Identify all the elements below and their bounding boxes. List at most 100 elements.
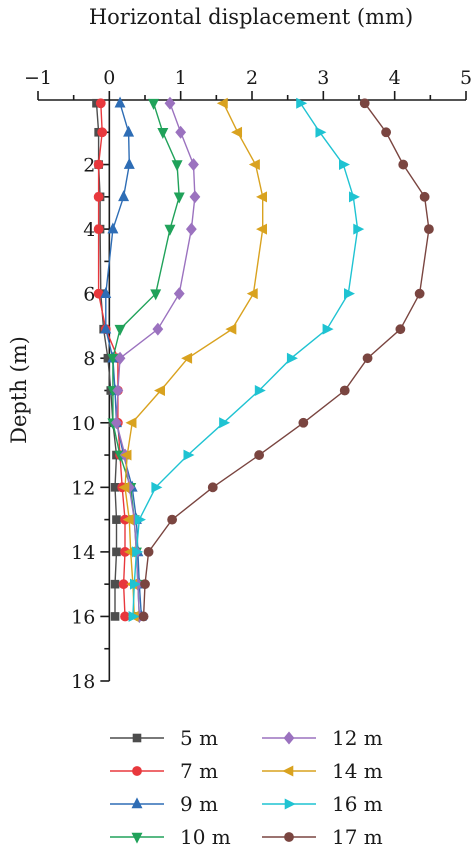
data-point bbox=[130, 578, 141, 590]
series-line bbox=[95, 103, 118, 617]
legend-item: 5 m bbox=[110, 726, 218, 750]
y-tick-label: 14 bbox=[71, 542, 95, 564]
data-point bbox=[339, 385, 350, 396]
data-point bbox=[110, 612, 120, 621]
data-point bbox=[111, 416, 122, 430]
data-point bbox=[353, 223, 365, 235]
data-point bbox=[256, 223, 268, 235]
data-point bbox=[143, 546, 154, 557]
data-point bbox=[207, 482, 218, 493]
data-point bbox=[424, 224, 434, 235]
data-point bbox=[254, 450, 265, 460]
data-point bbox=[118, 481, 130, 493]
legend-label: 17 m bbox=[332, 825, 383, 849]
data-point bbox=[123, 125, 135, 137]
x-tick-label: −1 bbox=[24, 67, 52, 89]
legend-marker bbox=[132, 733, 142, 743]
legend-marker bbox=[131, 832, 143, 844]
legend-item: 16 m bbox=[262, 792, 383, 816]
data-point bbox=[173, 287, 185, 301]
data-point bbox=[134, 514, 146, 526]
data-point bbox=[256, 191, 268, 203]
data-point bbox=[322, 323, 334, 335]
data-point bbox=[110, 579, 120, 589]
legend-marker bbox=[284, 798, 296, 810]
data-point bbox=[315, 126, 327, 138]
data-point bbox=[219, 417, 231, 429]
legend-marker bbox=[132, 766, 142, 776]
series-line bbox=[142, 102, 430, 617]
legend-marker bbox=[283, 731, 295, 745]
data-point bbox=[154, 385, 165, 396]
data-point bbox=[348, 191, 360, 203]
x-tick-label: 3 bbox=[317, 67, 329, 89]
data-point bbox=[118, 190, 130, 202]
data-point bbox=[248, 159, 260, 171]
data-point bbox=[296, 97, 308, 109]
legend-marker bbox=[284, 832, 294, 842]
data-point bbox=[183, 449, 195, 461]
y-tick-label: 6 bbox=[83, 284, 95, 306]
data-point bbox=[225, 323, 237, 335]
data-point bbox=[100, 286, 112, 298]
legend-marker bbox=[282, 765, 294, 777]
legend-label: 9 m bbox=[180, 792, 218, 816]
data-point bbox=[114, 324, 126, 336]
x-tick-label: 0 bbox=[103, 67, 115, 89]
legend-item: 12 m bbox=[262, 726, 383, 750]
data-point bbox=[123, 157, 135, 169]
series-17m bbox=[138, 98, 434, 622]
data-point bbox=[114, 96, 126, 108]
legend-item: 17 m bbox=[262, 825, 383, 849]
legend-label: 7 m bbox=[180, 759, 218, 783]
data-point bbox=[93, 191, 104, 202]
data-point bbox=[216, 97, 228, 109]
x-tick-label: 1 bbox=[175, 67, 187, 89]
data-point bbox=[100, 322, 112, 334]
series-line bbox=[97, 103, 126, 617]
y-axis-title: Depth (m) bbox=[7, 336, 31, 444]
data-point bbox=[171, 160, 183, 172]
data-point bbox=[246, 288, 258, 300]
series-line bbox=[115, 102, 196, 617]
data-point bbox=[120, 449, 132, 461]
series-line bbox=[124, 102, 264, 617]
data-point bbox=[107, 222, 119, 234]
data-point bbox=[381, 127, 392, 138]
series-layer bbox=[92, 96, 434, 624]
y-tick-label: 4 bbox=[83, 219, 95, 241]
data-point bbox=[107, 353, 119, 365]
data-point bbox=[151, 481, 163, 493]
data-point bbox=[95, 98, 106, 109]
legend-item: 7 m bbox=[110, 759, 218, 783]
data-point bbox=[150, 289, 162, 301]
series-16m bbox=[128, 97, 365, 622]
data-point bbox=[181, 352, 193, 364]
data-point bbox=[167, 514, 178, 525]
y-tick-label: 12 bbox=[71, 477, 95, 499]
legend-marker bbox=[131, 797, 143, 809]
data-point bbox=[97, 127, 108, 138]
data-point bbox=[112, 547, 121, 557]
data-point bbox=[188, 158, 199, 172]
data-point bbox=[132, 546, 144, 558]
x-tick-label: 2 bbox=[246, 67, 258, 89]
data-point bbox=[93, 159, 104, 170]
y-tick-label: 8 bbox=[83, 348, 95, 370]
y-tick-label: 2 bbox=[83, 155, 95, 177]
legend-label: 5 m bbox=[180, 726, 218, 750]
data-point bbox=[128, 610, 140, 622]
legend-item: 9 m bbox=[110, 792, 218, 816]
data-point bbox=[419, 191, 430, 202]
data-point bbox=[189, 190, 201, 204]
legend-label: 12 m bbox=[332, 726, 383, 750]
data-point bbox=[173, 192, 185, 204]
series-14m bbox=[118, 97, 268, 622]
legend-label: 10 m bbox=[180, 825, 231, 849]
y-tick-label: 16 bbox=[71, 606, 95, 628]
data-point bbox=[254, 385, 266, 396]
data-point bbox=[298, 417, 309, 428]
legend-item: 10 m bbox=[110, 825, 231, 849]
data-point bbox=[185, 222, 197, 236]
